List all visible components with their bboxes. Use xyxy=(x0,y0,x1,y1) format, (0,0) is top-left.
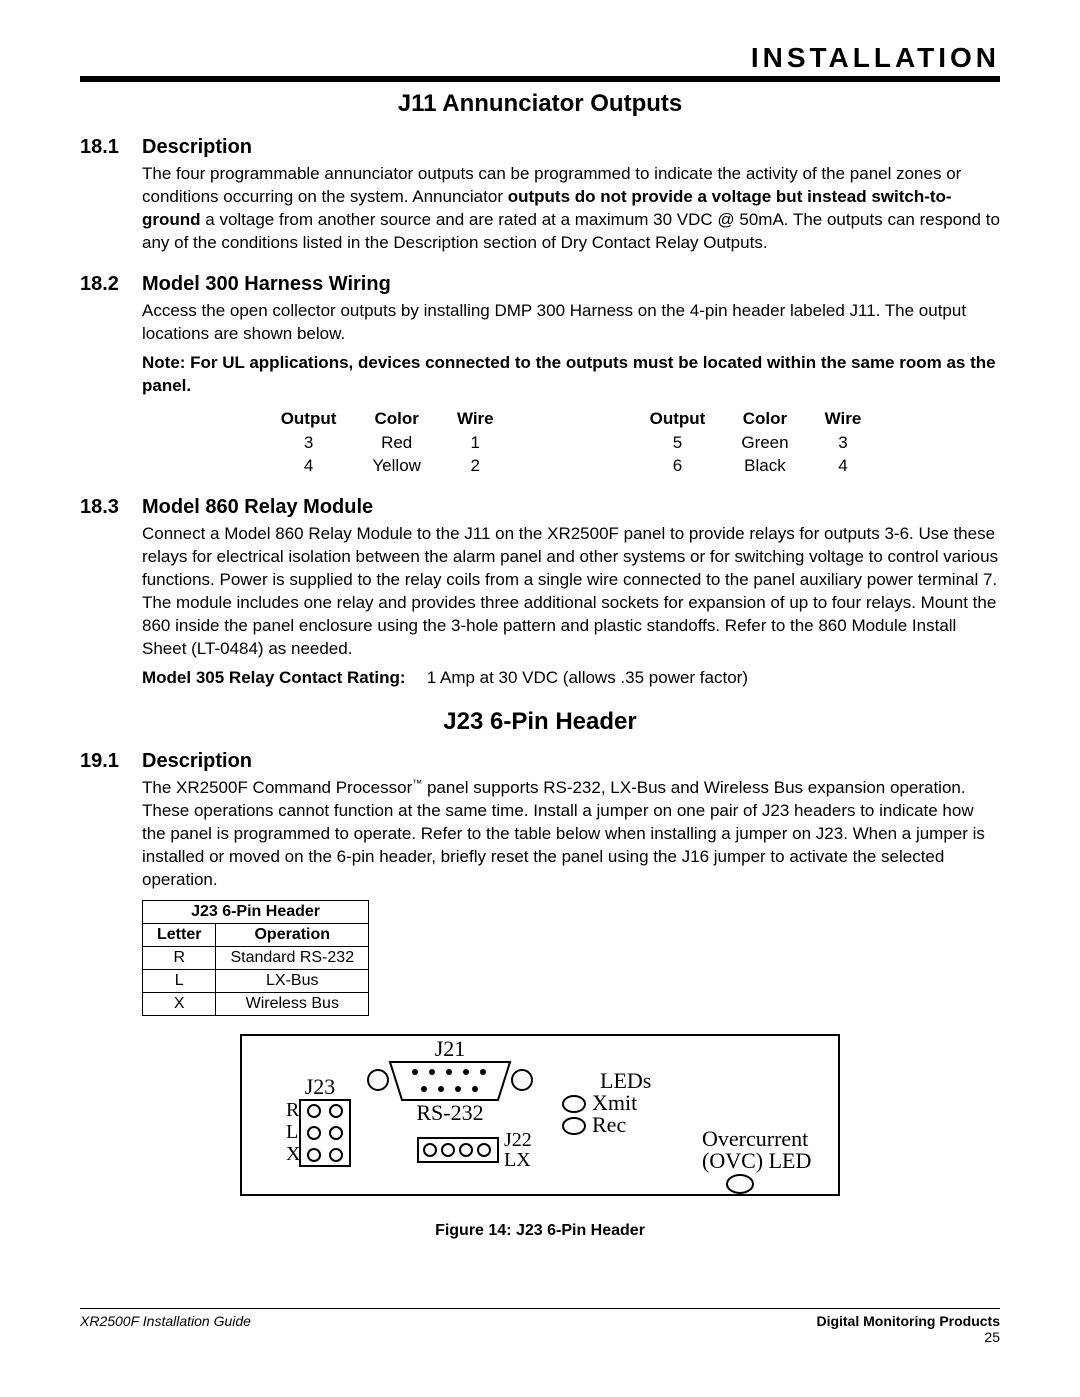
paragraph: Connect a Model 860 Relay Module to the … xyxy=(142,523,1000,661)
section-title: Description xyxy=(142,750,252,773)
header-band: INSTALLATION xyxy=(80,42,1000,82)
paragraph: Access the open collector outputs by ins… xyxy=(142,300,1000,346)
svg-text:LX: LX xyxy=(504,1149,531,1171)
figure-caption: Figure 14: J23 6-Pin Header xyxy=(80,1222,1000,1240)
note: Note: For UL applications, devices conne… xyxy=(142,352,1000,398)
figure-14: J21 RS-232 J23 R L X J22 LX xyxy=(80,1034,1000,1240)
svg-text:RS-232: RS-232 xyxy=(416,1100,483,1125)
wiring-table-right: OutputColorWire 5Green3 6Black4 xyxy=(632,408,880,479)
footer-left: XR2500F Installation Guide xyxy=(80,1313,251,1345)
section-18-2: 18.2 Model 300 Harness Wiring Access the… xyxy=(80,273,1000,479)
svg-text:(OVC) LED: (OVC) LED xyxy=(702,1148,811,1173)
section-number: 18.2 xyxy=(80,273,128,296)
svg-text:J21: J21 xyxy=(435,1036,466,1061)
page-title-1: J11 Annunciator Outputs xyxy=(80,90,1000,118)
page-title-2: J23 6-Pin Header xyxy=(80,708,1000,736)
svg-text:J22: J22 xyxy=(504,1129,532,1151)
footer: XR2500F Installation Guide Digital Monit… xyxy=(80,1308,1000,1345)
wiring-table-left: OutputColorWire 3Red1 4Yellow2 xyxy=(263,408,512,479)
svg-text:L: L xyxy=(286,1121,298,1143)
page-number: 25 xyxy=(816,1329,1000,1345)
svg-text:X: X xyxy=(286,1143,301,1165)
footer-right: Digital Monitoring Products 25 xyxy=(816,1313,1000,1345)
svg-text:Rec: Rec xyxy=(592,1112,626,1137)
trademark-symbol: ™ xyxy=(412,778,422,789)
j23-diagram: J21 RS-232 J23 R L X J22 LX xyxy=(240,1034,840,1214)
section-18-1: 18.1 Description The four programmable a… xyxy=(80,136,1000,255)
section-title: Model 300 Harness Wiring xyxy=(142,273,391,296)
table-row: RStandard RS-232 xyxy=(143,946,369,969)
section-19-1: 19.1 Description The XR2500F Command Pro… xyxy=(80,750,1000,1240)
wiring-tables: OutputColorWire 3Red1 4Yellow2 OutputCol… xyxy=(142,408,1000,479)
table-title: J23 6-Pin Header xyxy=(143,900,369,923)
section-title: Model 860 Relay Module xyxy=(142,496,373,519)
paragraph: The XR2500F Command Processor™ panel sup… xyxy=(142,777,1000,892)
paragraph: The four programmable annunciator output… xyxy=(142,163,1000,255)
table-row: XWireless Bus xyxy=(143,992,369,1015)
j23-table: J23 6-Pin Header LetterOperation RStanda… xyxy=(142,900,369,1016)
section-number: 18.1 xyxy=(80,136,128,159)
section-number: 19.1 xyxy=(80,750,128,773)
section-number: 18.3 xyxy=(80,496,128,519)
section-title: Description xyxy=(142,136,252,159)
relay-rating: Model 305 Relay Contact Rating: 1 Amp at… xyxy=(142,667,1000,690)
svg-text:J23: J23 xyxy=(305,1074,336,1099)
svg-text:R: R xyxy=(286,1099,300,1121)
section-18-3: 18.3 Model 860 Relay Module Connect a Mo… xyxy=(80,496,1000,690)
table-row: LLX-Bus xyxy=(143,969,369,992)
